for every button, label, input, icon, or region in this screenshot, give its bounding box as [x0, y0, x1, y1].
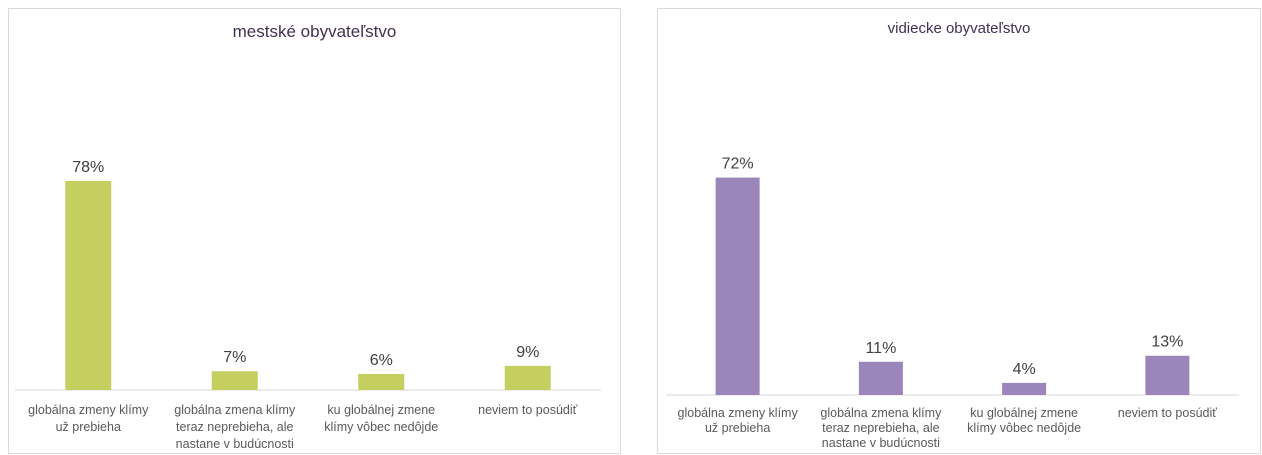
data-label: 13% — [1151, 334, 1183, 351]
data-label: 6% — [370, 352, 393, 369]
data-label: 78% — [72, 159, 104, 176]
data-label: 4% — [1013, 361, 1036, 378]
category-label: ku globálnej zmene klímy vôbec nedôjde — [967, 406, 1081, 435]
category-label-line: globálna zmeny klímy — [678, 406, 799, 420]
category-label-line: teraz neprebieha, ale — [176, 420, 293, 434]
category-label-line: klímy vôbec nedôjde — [324, 420, 438, 434]
bar-chart-rural: 72% globálna zmeny klímy už prebieha 11% glo… — [666, 156, 1239, 450]
bar — [504, 365, 551, 390]
category-label: ku globálnej zmene klímy vôbec nedôjde — [324, 403, 438, 434]
category-label-line: neviem to posúdiť — [1118, 406, 1218, 420]
category-label: globálna zmena klímy teraz neprebieha, al… — [174, 403, 296, 451]
bar — [65, 180, 112, 390]
data-label: 11% — [865, 340, 896, 357]
category-label-line: globálna zmeny klímy — [28, 403, 149, 417]
chart-panel-rural: vidiecke obyvateľstvo 72% globálna zmeny … — [657, 8, 1261, 454]
chart-title: mestské obyvateľstvo — [232, 22, 397, 41]
category-label: globálna zmeny klímy už prebieha — [28, 403, 149, 434]
category-label: neviem to posúdiť — [1118, 406, 1218, 420]
category-label: globálna zmena klímy teraz neprebieha, al… — [820, 406, 942, 450]
category-label-line: klímy vôbec nedôjde — [967, 421, 1081, 435]
data-label: 9% — [516, 344, 539, 361]
category-label: globálna zmeny klímy už prebieha — [678, 406, 799, 435]
data-label: 7% — [223, 349, 246, 366]
category-label-line: už prebieha — [705, 421, 770, 435]
category-label-line: globálna zmena klímy — [820, 406, 942, 420]
category-label-line: teraz neprebieha, ale — [822, 421, 939, 435]
category-label-line: neviem to posúdiť — [478, 403, 578, 417]
category-label-line: nastane v budúcnosti — [176, 437, 294, 451]
bar — [715, 177, 760, 395]
bar — [1145, 355, 1190, 395]
category-label-line: globálna zmena klímy — [174, 403, 296, 417]
chart-title: vidiecke obyvateľstvo — [887, 20, 1031, 37]
category-label-line: ku globálnej zmene — [970, 406, 1078, 420]
bar — [858, 361, 903, 395]
category-label-line: už prebieha — [56, 420, 121, 434]
category-label-line: nastane v budúcnosti — [822, 436, 940, 450]
bar — [358, 373, 405, 390]
category-label: neviem to posúdiť — [478, 403, 578, 417]
category-label-line: ku globálnej zmene — [327, 403, 435, 417]
data-label: 72% — [722, 156, 754, 173]
bar — [211, 371, 258, 390]
chart-panel-urban: mestské obyvateľstvo 78% globálna zmeny k… — [8, 8, 621, 454]
bar-chart-urban: 78% globálna zmeny klímy už prebieha 7% glob… — [15, 159, 601, 451]
bar — [1002, 382, 1047, 395]
